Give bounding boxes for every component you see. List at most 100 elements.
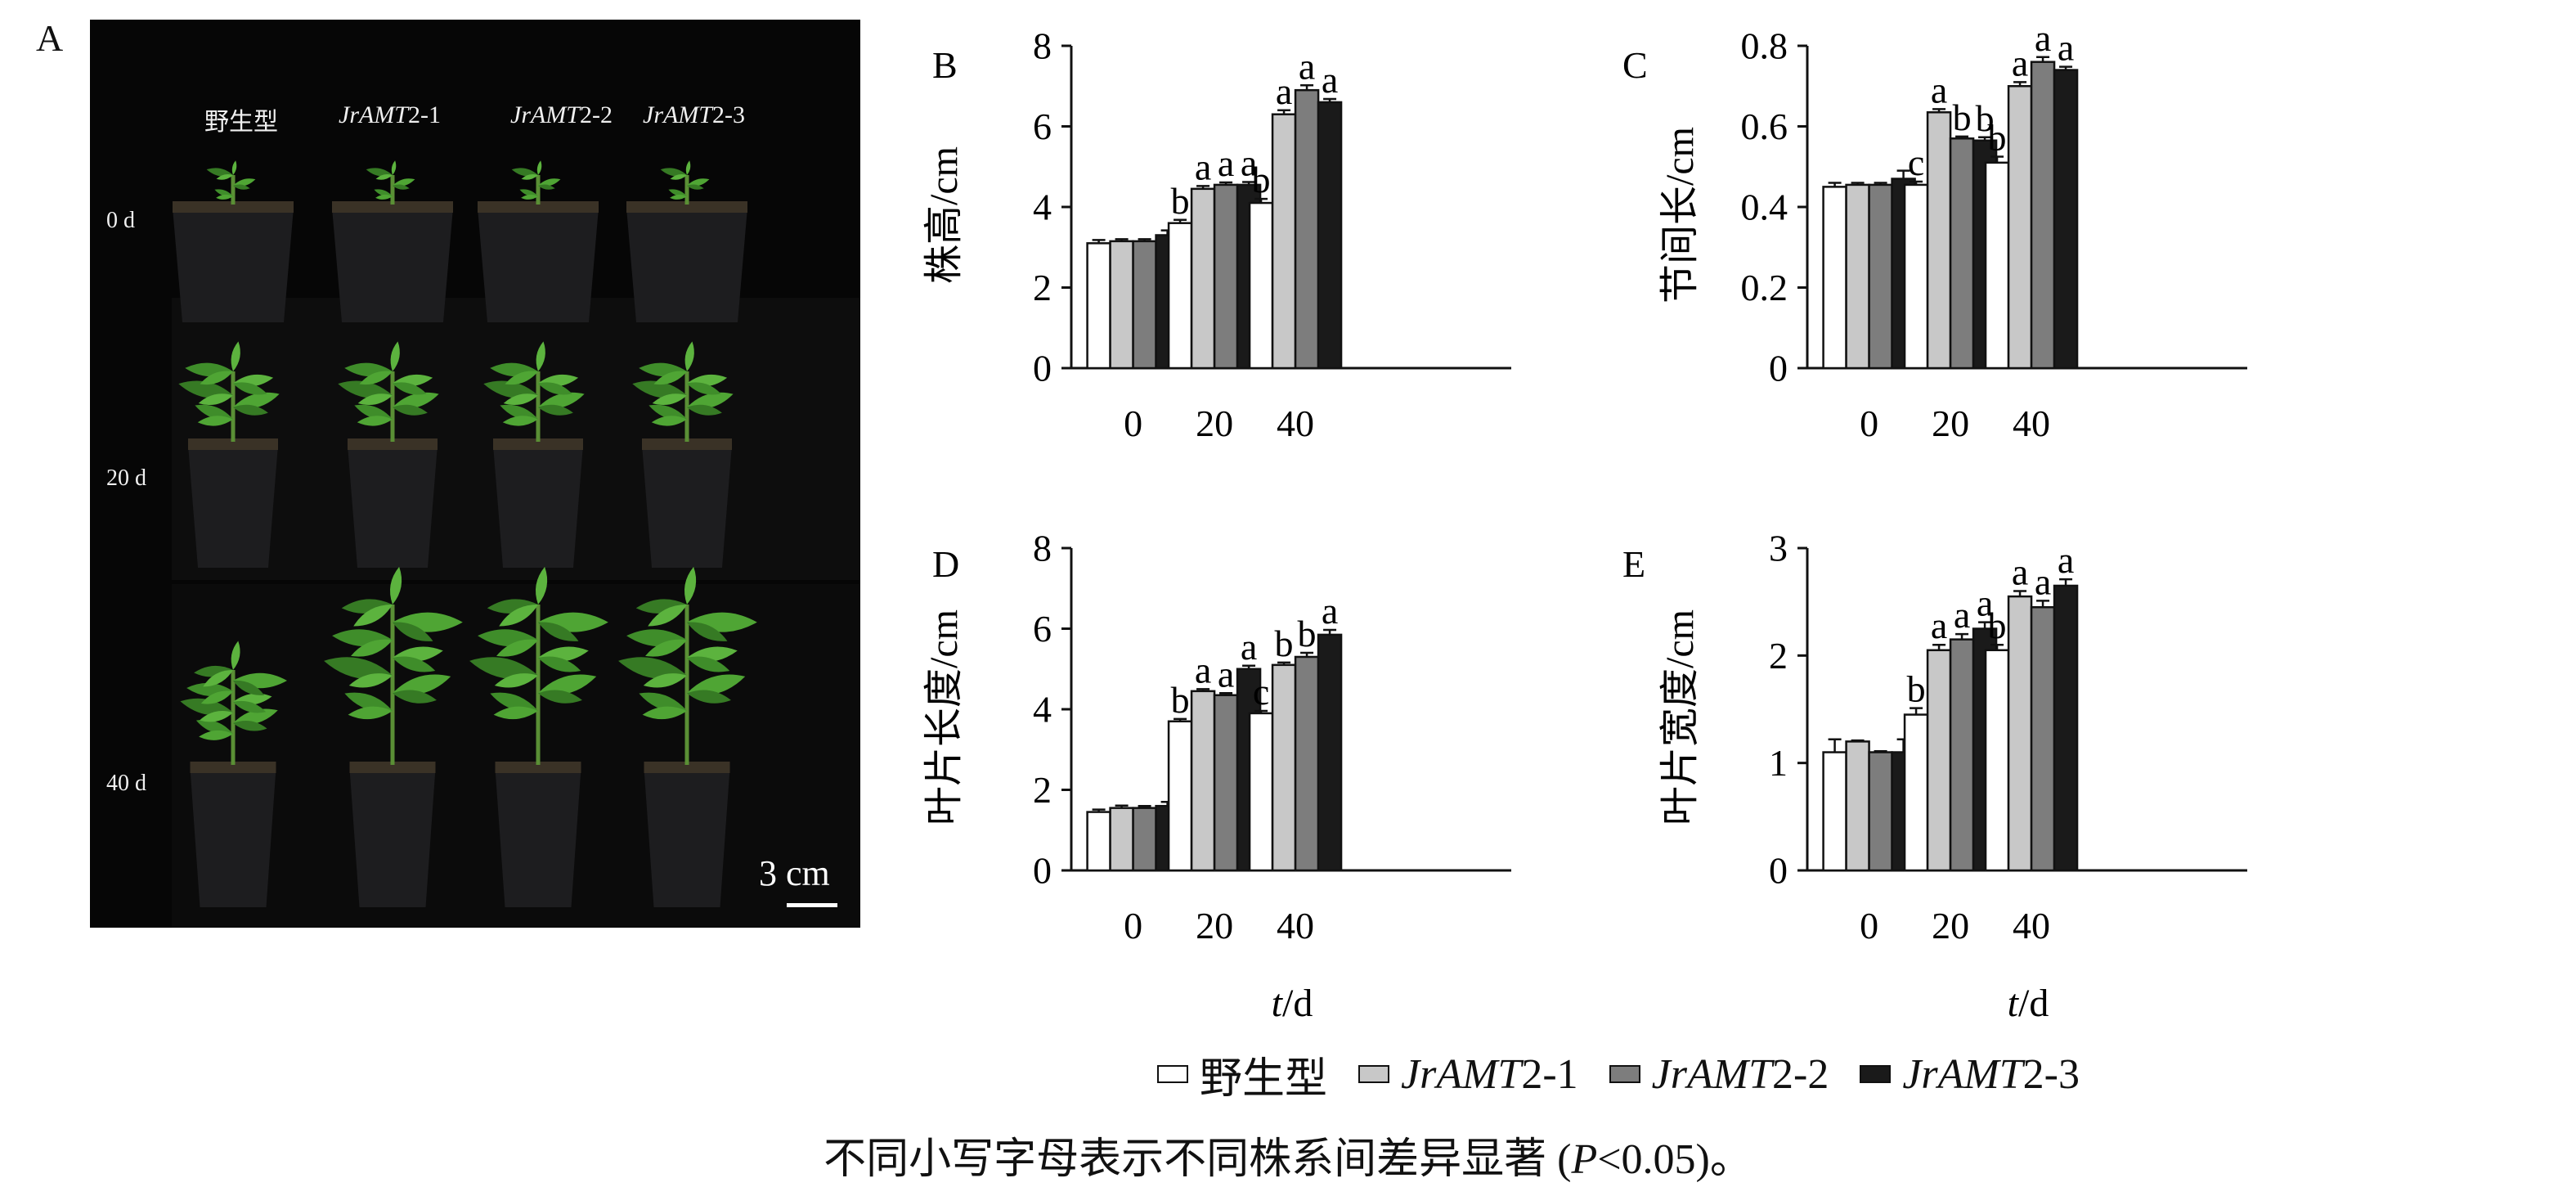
bar	[1271, 663, 1297, 872]
legend-label: 野生型	[1200, 1055, 1328, 1103]
bar	[1984, 161, 2010, 370]
significance-letter: c	[1253, 671, 1269, 713]
bar	[1213, 694, 1239, 872]
bar	[1167, 720, 1193, 872]
bar	[1132, 240, 1157, 370]
legend-swatch	[1860, 1065, 1892, 1083]
x-tick-label: 40	[2013, 402, 2050, 444]
y-tick-label: 0	[1769, 850, 1788, 892]
x-tick-label: 20	[1932, 402, 1969, 444]
y-axis-label: 叶片宽度/cm	[1658, 609, 1702, 825]
legend-swatch	[1157, 1065, 1188, 1083]
bar	[1949, 137, 1975, 370]
plant-in-pot	[324, 566, 463, 907]
x-tick-label: 40	[1277, 905, 1314, 946]
significance-letter: b	[1298, 613, 1317, 654]
legend-item-line-1: JrAMT2-1	[1358, 1050, 1578, 1099]
significance-letter: a	[2012, 551, 2028, 593]
plant-photo-illustration	[90, 20, 860, 928]
bar	[1248, 201, 1274, 370]
photo-row-label-0d: 0 d	[106, 208, 135, 233]
significance-letter: c	[1908, 142, 1924, 183]
significance-letter: a	[1322, 59, 1338, 101]
bar	[1984, 649, 2010, 872]
photo-column-label-line-1: JrAMT2-1	[339, 101, 441, 128]
bar	[1822, 751, 1847, 872]
plant-in-pot	[469, 566, 608, 907]
y-tick-label: 0.8	[1741, 25, 1788, 67]
bar	[2007, 85, 2033, 370]
bar	[1086, 242, 1111, 370]
panel-letter: D	[932, 543, 959, 585]
bar	[1845, 183, 1870, 370]
scale-bar-label: 3 cm	[759, 853, 830, 893]
bar	[2030, 605, 2056, 872]
significance-letter: a	[2058, 539, 2074, 581]
y-tick-label: 4	[1033, 689, 1052, 731]
panel-letter: E	[1622, 543, 1645, 585]
y-tick-label: 0	[1033, 850, 1052, 892]
bar	[1822, 186, 1847, 370]
bar	[1926, 649, 1952, 872]
y-tick-label: 4	[1033, 187, 1052, 228]
photo-column-label-wild-type: 野生型	[204, 109, 278, 136]
significance-letter: a	[1954, 594, 1970, 636]
y-tick-label: 8	[1033, 25, 1052, 67]
photo-column-label-line-3: JrAMT2-3	[643, 101, 745, 128]
significance-letter: b	[1171, 180, 1190, 222]
bar	[1317, 633, 1343, 872]
x-tick-label: 0	[1124, 402, 1142, 444]
bar	[1903, 713, 1929, 872]
photo-row-label-20d: 20 d	[106, 465, 146, 491]
plant-in-pot	[478, 160, 599, 322]
x-tick-label: 0	[1860, 402, 1878, 444]
plant-in-pot	[173, 160, 294, 322]
y-tick-label: 8	[1033, 528, 1052, 569]
plant-in-pot	[332, 160, 453, 322]
x-tick-label: 0	[1860, 905, 1878, 946]
bar	[1248, 712, 1274, 872]
significance-letter: a	[2035, 560, 2051, 602]
legend-label: JrAMT2-1	[1401, 1050, 1578, 1098]
y-tick-label: 1	[1769, 742, 1788, 784]
plant-in-pot	[180, 641, 287, 907]
bar	[1167, 222, 1193, 370]
plant-in-pot	[483, 341, 585, 568]
bar	[2007, 595, 2033, 872]
legend-label: JrAMT2-2	[1651, 1050, 1829, 1098]
y-tick-label: 0	[1769, 348, 1788, 389]
y-tick-label: 0.4	[1741, 187, 1788, 228]
x-tick-label: 20	[1196, 402, 1233, 444]
bar	[1926, 111, 1952, 370]
x-tick-label: 0	[1124, 905, 1142, 946]
significance-letter: a	[1241, 142, 1257, 183]
panel-letter: C	[1622, 44, 1648, 86]
significance-letter: a	[2058, 27, 2074, 69]
significance-letter: b	[1171, 679, 1190, 721]
bar	[1109, 807, 1134, 872]
significance-letter: a	[1322, 590, 1338, 632]
bar	[1868, 751, 1893, 872]
bar	[2030, 61, 2056, 370]
y-axis-label: 株高/cm	[922, 146, 966, 284]
plant-in-pot	[178, 341, 280, 568]
photo-row-label-40d: 40 d	[106, 771, 146, 796]
legend-swatch	[1609, 1065, 1640, 1083]
panel-a-letter: A	[36, 17, 64, 59]
x-axis-label: t/d	[1272, 982, 1313, 1025]
legend-item-line-3: JrAMT2-3	[1860, 1050, 2080, 1099]
significance-letter: a	[2012, 42, 2028, 83]
x-axis-label: t/d	[2008, 982, 2049, 1025]
plant-in-pot	[626, 160, 747, 322]
y-tick-label: 6	[1033, 106, 1052, 147]
bar	[1132, 807, 1157, 872]
figure-caption: 不同小写字母表示不同株系间差异显著 (P<0.05)。	[824, 1136, 1752, 1183]
bar	[1294, 655, 1320, 872]
significance-letter: a	[1931, 605, 1947, 646]
y-tick-label: 3	[1769, 528, 1788, 569]
y-tick-label: 0.6	[1741, 106, 1788, 147]
bar	[1086, 811, 1111, 872]
